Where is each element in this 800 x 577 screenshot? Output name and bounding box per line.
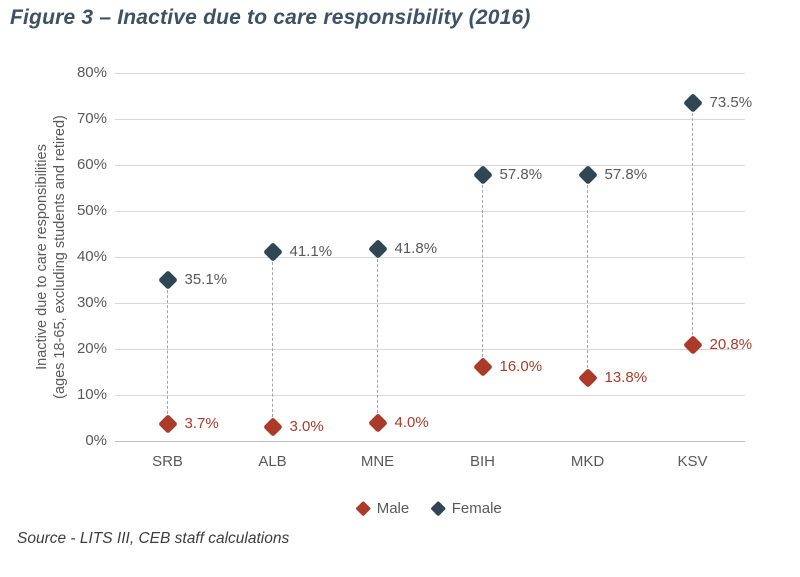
female-value-label: 73.5% <box>709 93 753 111</box>
gridline <box>115 164 745 166</box>
connector-line <box>481 175 483 368</box>
x-axis-label: ALB <box>258 453 287 470</box>
y-tick-label: 70% <box>76 110 107 127</box>
gridline <box>115 210 745 212</box>
y-tick-label: 40% <box>76 248 107 265</box>
male-point-diamond <box>577 367 598 388</box>
gridline <box>115 256 745 258</box>
female-point-diamond <box>157 269 178 290</box>
x-axis-label: BIH <box>469 453 495 470</box>
y-tick-label: 30% <box>76 294 107 311</box>
connector-line <box>691 102 693 346</box>
connector-line <box>376 248 378 423</box>
female-value-label: 41.1% <box>289 242 333 260</box>
gridline <box>115 302 745 304</box>
female-value-label: 41.8% <box>394 239 438 257</box>
male-point-diamond <box>682 335 703 356</box>
male-value-label: 16.0% <box>499 358 543 376</box>
y-tick-label: 80% <box>76 64 107 81</box>
male-point-diamond <box>262 417 283 438</box>
legend-label-male: Male <box>376 500 410 517</box>
gridline <box>115 72 745 74</box>
male-value-label: 13.8% <box>604 368 648 386</box>
gridline <box>115 118 745 120</box>
male-value-label: 3.7% <box>184 414 219 432</box>
legend-item-male: Male <box>356 500 410 517</box>
y-tick-label: 0% <box>85 432 107 449</box>
female-point-diamond <box>682 92 703 113</box>
legend: Male Female <box>115 500 745 517</box>
female-point-diamond <box>262 242 283 262</box>
female-value-label: 57.8% <box>604 166 648 184</box>
x-axis-label: KSV <box>677 453 708 470</box>
connector-line <box>586 175 588 378</box>
gridline <box>115 394 745 396</box>
male-point-diamond <box>367 412 388 433</box>
male-point-diamond <box>157 414 178 434</box>
male-value-label: 4.0% <box>394 413 429 431</box>
gridline <box>115 348 745 350</box>
female-point-diamond <box>472 165 493 186</box>
female-value-label: 57.8% <box>499 166 543 184</box>
y-tick-label: 10% <box>76 386 107 403</box>
x-axis-label: SRB <box>152 453 183 470</box>
male-value-label: 3.0% <box>289 418 324 436</box>
x-axis-label: MKD <box>570 453 605 470</box>
figure-title: Figure 3 – Inactive due to care responsi… <box>10 6 531 29</box>
female-point-diamond <box>577 165 598 186</box>
connector-line <box>271 251 273 428</box>
female-value-label: 35.1% <box>184 270 228 288</box>
male-diamond-icon <box>356 501 371 516</box>
x-axis-label: MNE <box>360 453 395 470</box>
connector-line <box>166 279 168 424</box>
legend-label-female: Female <box>451 500 502 517</box>
source-note: Source - LITS III, CEB staff calculation… <box>17 530 290 547</box>
y-tick-label: 50% <box>76 202 107 219</box>
female-diamond-icon <box>431 501 446 516</box>
y-tick-label: 20% <box>76 340 107 357</box>
male-value-label: 20.8% <box>709 336 753 354</box>
male-point-diamond <box>472 357 493 378</box>
x-axis-line <box>115 440 745 442</box>
y-tick-label: 60% <box>76 156 107 173</box>
legend-item-female: Female <box>431 500 502 517</box>
